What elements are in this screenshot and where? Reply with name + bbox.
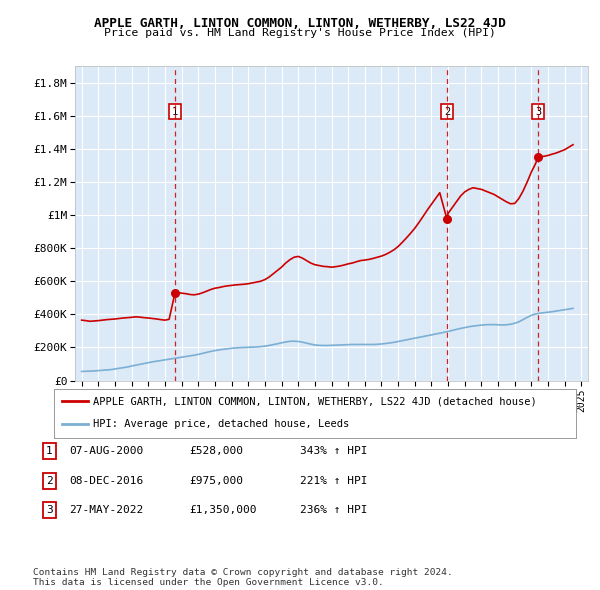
Text: APPLE GARTH, LINTON COMMON, LINTON, WETHERBY, LS22 4JD: APPLE GARTH, LINTON COMMON, LINTON, WETH… <box>94 17 506 30</box>
Text: 3: 3 <box>46 506 53 515</box>
Text: 07-AUG-2000: 07-AUG-2000 <box>69 447 143 456</box>
Text: 2: 2 <box>46 476 53 486</box>
Text: 3: 3 <box>535 107 541 117</box>
Text: 1: 1 <box>46 447 53 456</box>
Text: 236% ↑ HPI: 236% ↑ HPI <box>300 506 367 515</box>
Text: APPLE GARTH, LINTON COMMON, LINTON, WETHERBY, LS22 4JD (detached house): APPLE GARTH, LINTON COMMON, LINTON, WETH… <box>93 396 537 407</box>
Text: 27-MAY-2022: 27-MAY-2022 <box>69 506 143 515</box>
Text: £528,000: £528,000 <box>189 447 243 456</box>
Text: 343% ↑ HPI: 343% ↑ HPI <box>300 447 367 456</box>
Text: HPI: Average price, detached house, Leeds: HPI: Average price, detached house, Leed… <box>93 419 349 430</box>
Text: £1,350,000: £1,350,000 <box>189 506 257 515</box>
Text: £975,000: £975,000 <box>189 476 243 486</box>
Text: 221% ↑ HPI: 221% ↑ HPI <box>300 476 367 486</box>
Text: 1: 1 <box>172 107 178 117</box>
Text: Contains HM Land Registry data © Crown copyright and database right 2024.
This d: Contains HM Land Registry data © Crown c… <box>33 568 453 587</box>
Text: 08-DEC-2016: 08-DEC-2016 <box>69 476 143 486</box>
Text: 2: 2 <box>444 107 450 117</box>
Text: Price paid vs. HM Land Registry's House Price Index (HPI): Price paid vs. HM Land Registry's House … <box>104 28 496 38</box>
